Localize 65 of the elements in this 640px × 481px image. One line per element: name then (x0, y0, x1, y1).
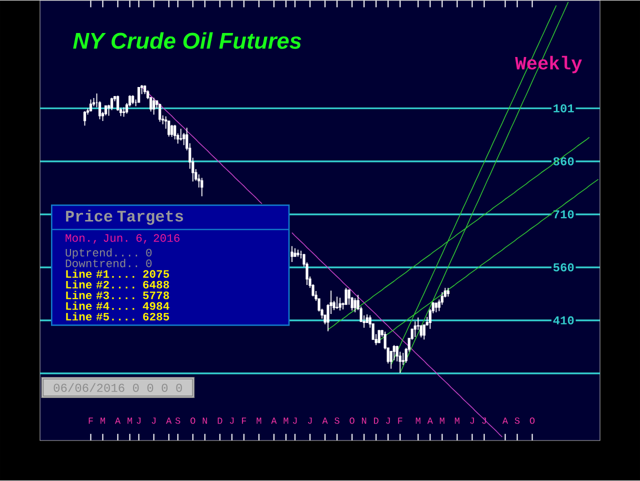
x-tick-label: N (202, 418, 207, 424)
annotation: Uptrend.... 0 (66, 248, 152, 259)
annotation: Line #4.... 4984 (66, 302, 170, 310)
annotation: 06/06/2016 0 0 0 0 (54, 383, 182, 392)
x-tick-label: J (152, 418, 156, 424)
x-tick-label: A (166, 418, 172, 424)
x-tick-label: J (136, 418, 141, 424)
candlestick (122, 107, 126, 118)
x-tick-label: J (470, 418, 474, 424)
candlestick (434, 302, 438, 313)
x-tick-label: J (482, 418, 486, 424)
x-tick-label: M (416, 418, 420, 424)
candlestick (180, 128, 182, 142)
x-tick-label: A (502, 418, 508, 424)
x-tick-label: F (88, 418, 93, 424)
candlestick (170, 124, 174, 138)
x-tick-label: A (322, 418, 328, 424)
candlestick (131, 95, 134, 105)
candlestick (344, 288, 348, 306)
x-tick-label: O (530, 418, 535, 424)
x-tick-label: D (218, 418, 222, 424)
x-tick-label: J (230, 418, 234, 424)
x-tick-label: A (271, 418, 277, 424)
x-tick-label: M (440, 418, 444, 424)
x-tick-label: N (362, 418, 366, 424)
annotation: Line #5.... 6285 (66, 312, 170, 321)
annotation: Line #3.... 5778 (66, 291, 170, 300)
candlestick (296, 249, 300, 258)
x-tick-label: S (334, 418, 340, 424)
annotation: Price Targets (66, 210, 183, 226)
x-tick-label: J (386, 418, 390, 424)
candlestick (152, 97, 156, 116)
x-tick-label: O (350, 418, 354, 424)
x-tick-label: A (427, 418, 433, 424)
x-tick-label: M (284, 418, 288, 424)
x-tick-label: F (398, 418, 402, 424)
candlestick (414, 321, 416, 338)
text: NY Crude Oil Futures (73, 32, 302, 50)
candlestick (200, 178, 204, 198)
annotation: Mon., Jun. 6, 2016 (66, 234, 180, 244)
y-tick-label: 410 (553, 316, 574, 325)
annotation: Downtrend.. 0 (66, 259, 152, 268)
x-tick-label: M (454, 418, 460, 424)
candlestick (354, 298, 356, 313)
y-tick-label: 710 (554, 210, 574, 219)
x-tick-label: A (114, 418, 121, 424)
x-tick-label: S (175, 418, 180, 424)
annotation: Line #1.... 2075 (66, 270, 170, 278)
x-tick-label: M (128, 418, 132, 424)
candlestick (174, 124, 176, 140)
candlestick (446, 288, 450, 298)
annotation: 101 (554, 104, 574, 113)
candlestick (336, 296, 338, 310)
y-tick-label: 560 (553, 264, 574, 272)
x-tick-label: F (242, 418, 246, 424)
x-tick-label: J (292, 418, 297, 424)
x-tick-label: M (100, 418, 105, 424)
x-tick-label: D (374, 418, 378, 424)
x-tick-label: J (308, 418, 312, 424)
annotation: Line #2.... 6488 (66, 280, 170, 289)
candlestick (338, 298, 342, 312)
x-tick-label: S (514, 418, 520, 424)
x-tick-label: M (256, 418, 262, 424)
x-tick-label: O (190, 418, 196, 424)
candlestick (290, 246, 294, 263)
